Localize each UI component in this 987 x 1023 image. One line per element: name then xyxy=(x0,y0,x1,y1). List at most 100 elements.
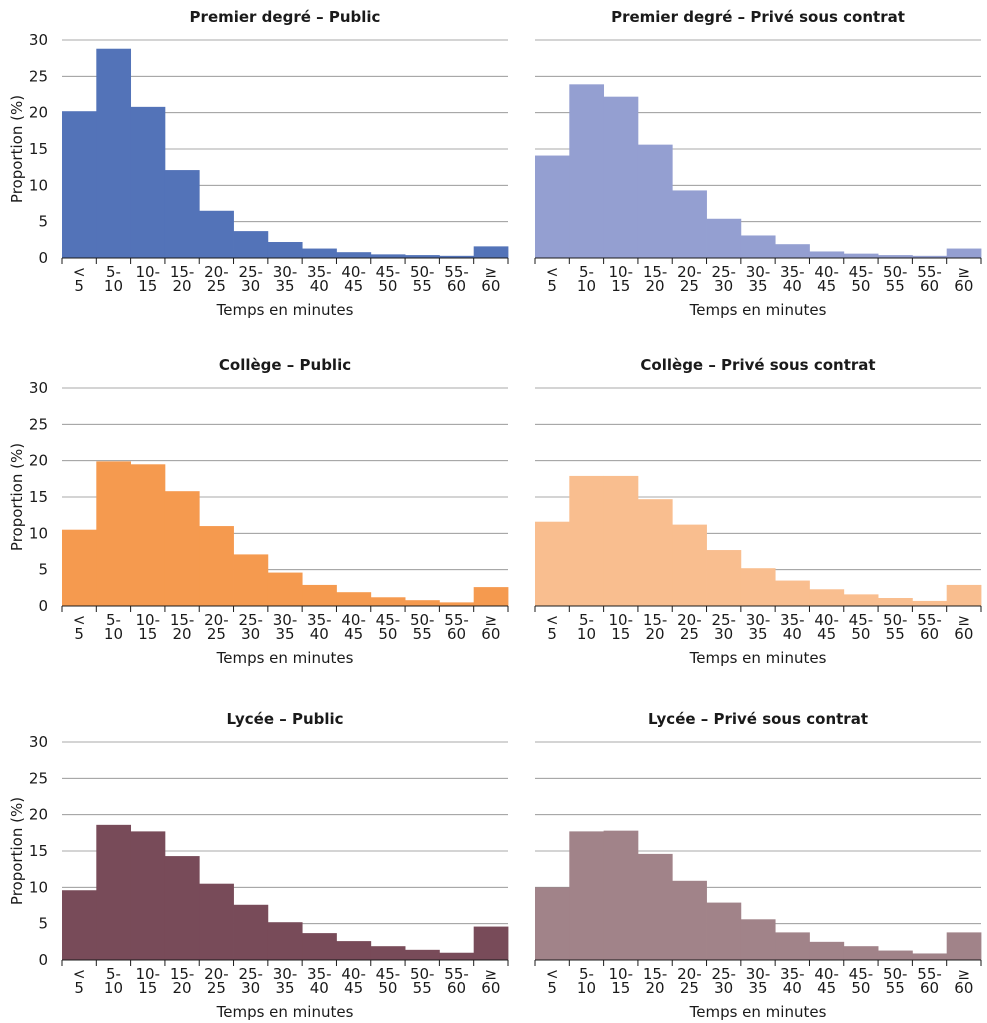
x-tick-label-2-4-a: 20- xyxy=(204,611,229,629)
x-tick-label-5-12-a: ≥ xyxy=(958,965,971,983)
x-tick-label-3-7-b: 40 xyxy=(783,625,802,643)
x-tick-label-0-6-b: 35 xyxy=(275,277,294,295)
x-tick-label-3-11-a: 55- xyxy=(917,611,942,629)
x-tick-label-2-3-a: 15- xyxy=(170,611,195,629)
x-tick-label-5-9-b: 50 xyxy=(851,979,870,997)
bar-4-10 xyxy=(405,949,440,960)
x-tick-label-4-7-b: 40 xyxy=(310,979,329,997)
bar-4-4 xyxy=(199,883,234,960)
x-tick-label-3-5-a: 25- xyxy=(711,611,736,629)
x-tick-label-0-0-b: 5 xyxy=(74,277,84,295)
bar-1-12 xyxy=(946,248,982,258)
bar-1-2 xyxy=(603,96,639,259)
x-tick-label-2-12-b: 60 xyxy=(481,625,500,643)
x-tick-label-4-4-a: 20- xyxy=(204,965,229,983)
x-tick-label-5-2-a: 10- xyxy=(609,965,634,983)
bar-1-6 xyxy=(740,235,776,258)
bar-2-4 xyxy=(199,526,234,606)
x-axis-label-0: Temps en minutes xyxy=(216,301,354,319)
x-tick-label-0-9-a: 45- xyxy=(376,263,401,281)
x-tick-label-1-11-b: 60 xyxy=(920,277,939,295)
x-tick-label-4-8-b: 45 xyxy=(344,979,363,997)
bar-3-4 xyxy=(672,524,707,606)
x-tick-label-0-3-b: 20 xyxy=(173,277,192,295)
x-tick-label-2-2-a: 10- xyxy=(136,611,161,629)
bar-3-10 xyxy=(878,598,913,606)
x-tick-label-0-11-a: 55- xyxy=(444,263,469,281)
x-tick-label-3-12-a: ≥ xyxy=(958,611,971,629)
bar-4-0 xyxy=(62,890,97,960)
x-tick-label-0-3-a: 15- xyxy=(170,263,195,281)
y-tick-label-0-30: 30 xyxy=(29,31,48,49)
x-tick-label-4-10-b: 55 xyxy=(413,979,432,997)
x-tick-label-1-2-a: 10- xyxy=(609,263,634,281)
bar-5-4 xyxy=(672,880,707,960)
x-tick-label-1-6-b: 35 xyxy=(748,277,767,295)
bar-3-3 xyxy=(637,499,673,606)
y-tick-label-2-25: 25 xyxy=(29,415,48,433)
x-tick-label-0-1-a: 5- xyxy=(106,263,121,281)
x-tick-label-4-2-b: 15 xyxy=(138,979,157,997)
x-tick-label-5-7-a: 35- xyxy=(780,965,805,983)
x-tick-label-0-0-a: < xyxy=(73,263,86,281)
x-tick-label-5-8-a: 40- xyxy=(814,965,839,983)
y-tick-label-4-0: 0 xyxy=(38,951,48,969)
bar-5-3 xyxy=(637,853,673,960)
bar-5-5 xyxy=(706,902,742,960)
bar-0-10 xyxy=(405,255,440,258)
x-tick-label-5-9-a: 45- xyxy=(849,965,874,983)
bar-2-6 xyxy=(267,572,303,606)
x-tick-label-1-0-b: 5 xyxy=(547,277,557,295)
x-tick-label-5-1-b: 10 xyxy=(577,979,596,997)
x-tick-label-0-4-b: 25 xyxy=(207,277,226,295)
bar-5-2 xyxy=(603,830,639,960)
bar-1-3 xyxy=(637,144,673,258)
x-tick-label-3-2-b: 15 xyxy=(611,625,630,643)
bar-4-3 xyxy=(164,856,200,960)
x-tick-label-4-3-b: 20 xyxy=(173,979,192,997)
x-tick-label-1-2-b: 15 xyxy=(611,277,630,295)
x-tick-label-0-8-a: 40- xyxy=(341,263,366,281)
x-tick-label-5-4-a: 20- xyxy=(677,965,702,983)
x-tick-label-3-10-b: 55 xyxy=(886,625,905,643)
bar-2-2 xyxy=(130,464,166,606)
bar-5-11 xyxy=(912,953,948,960)
x-tick-label-3-4-a: 20- xyxy=(677,611,702,629)
x-axis-label-4: Temps en minutes xyxy=(216,1003,354,1021)
bar-2-9 xyxy=(370,597,406,606)
bar-3-9 xyxy=(843,594,879,606)
x-tick-label-3-1-a: 5- xyxy=(579,611,594,629)
x-tick-label-3-0-a: < xyxy=(546,611,559,629)
x-tick-label-0-8-b: 45 xyxy=(344,277,363,295)
bar-5-6 xyxy=(740,919,776,960)
x-tick-label-1-8-a: 40- xyxy=(814,263,839,281)
x-tick-label-4-7-a: 35- xyxy=(307,965,332,983)
x-tick-label-2-10-b: 55 xyxy=(413,625,432,643)
bar-0-9 xyxy=(370,254,406,258)
bar-2-11 xyxy=(439,602,475,606)
x-tick-label-1-9-b: 50 xyxy=(851,277,870,295)
x-tick-label-5-2-b: 15 xyxy=(611,979,630,997)
x-tick-label-0-9-b: 50 xyxy=(378,277,397,295)
x-tick-label-0-7-b: 40 xyxy=(310,277,329,295)
x-tick-label-1-12-b: 60 xyxy=(954,277,973,295)
x-tick-label-4-11-a: 55- xyxy=(444,965,469,983)
x-tick-label-5-1-a: 5- xyxy=(579,965,594,983)
bar-0-2 xyxy=(130,106,166,258)
x-tick-label-4-5-a: 25- xyxy=(238,965,263,983)
bar-0-12 xyxy=(473,246,509,258)
x-tick-label-4-9-a: 45- xyxy=(376,965,401,983)
x-tick-label-3-7-a: 35- xyxy=(780,611,805,629)
y-tick-label-2-5: 5 xyxy=(38,561,48,579)
bar-5-1 xyxy=(569,831,605,960)
bar-3-12 xyxy=(946,584,982,606)
x-tick-label-5-11-b: 60 xyxy=(920,979,939,997)
bar-3-0 xyxy=(535,521,570,606)
bar-2-12 xyxy=(473,587,509,606)
x-tick-label-4-5-b: 30 xyxy=(241,979,260,997)
x-tick-label-5-4-b: 25 xyxy=(680,979,699,997)
bar-2-7 xyxy=(302,584,337,606)
x-tick-label-5-3-a: 15- xyxy=(643,965,668,983)
x-tick-label-2-1-a: 5- xyxy=(106,611,121,629)
